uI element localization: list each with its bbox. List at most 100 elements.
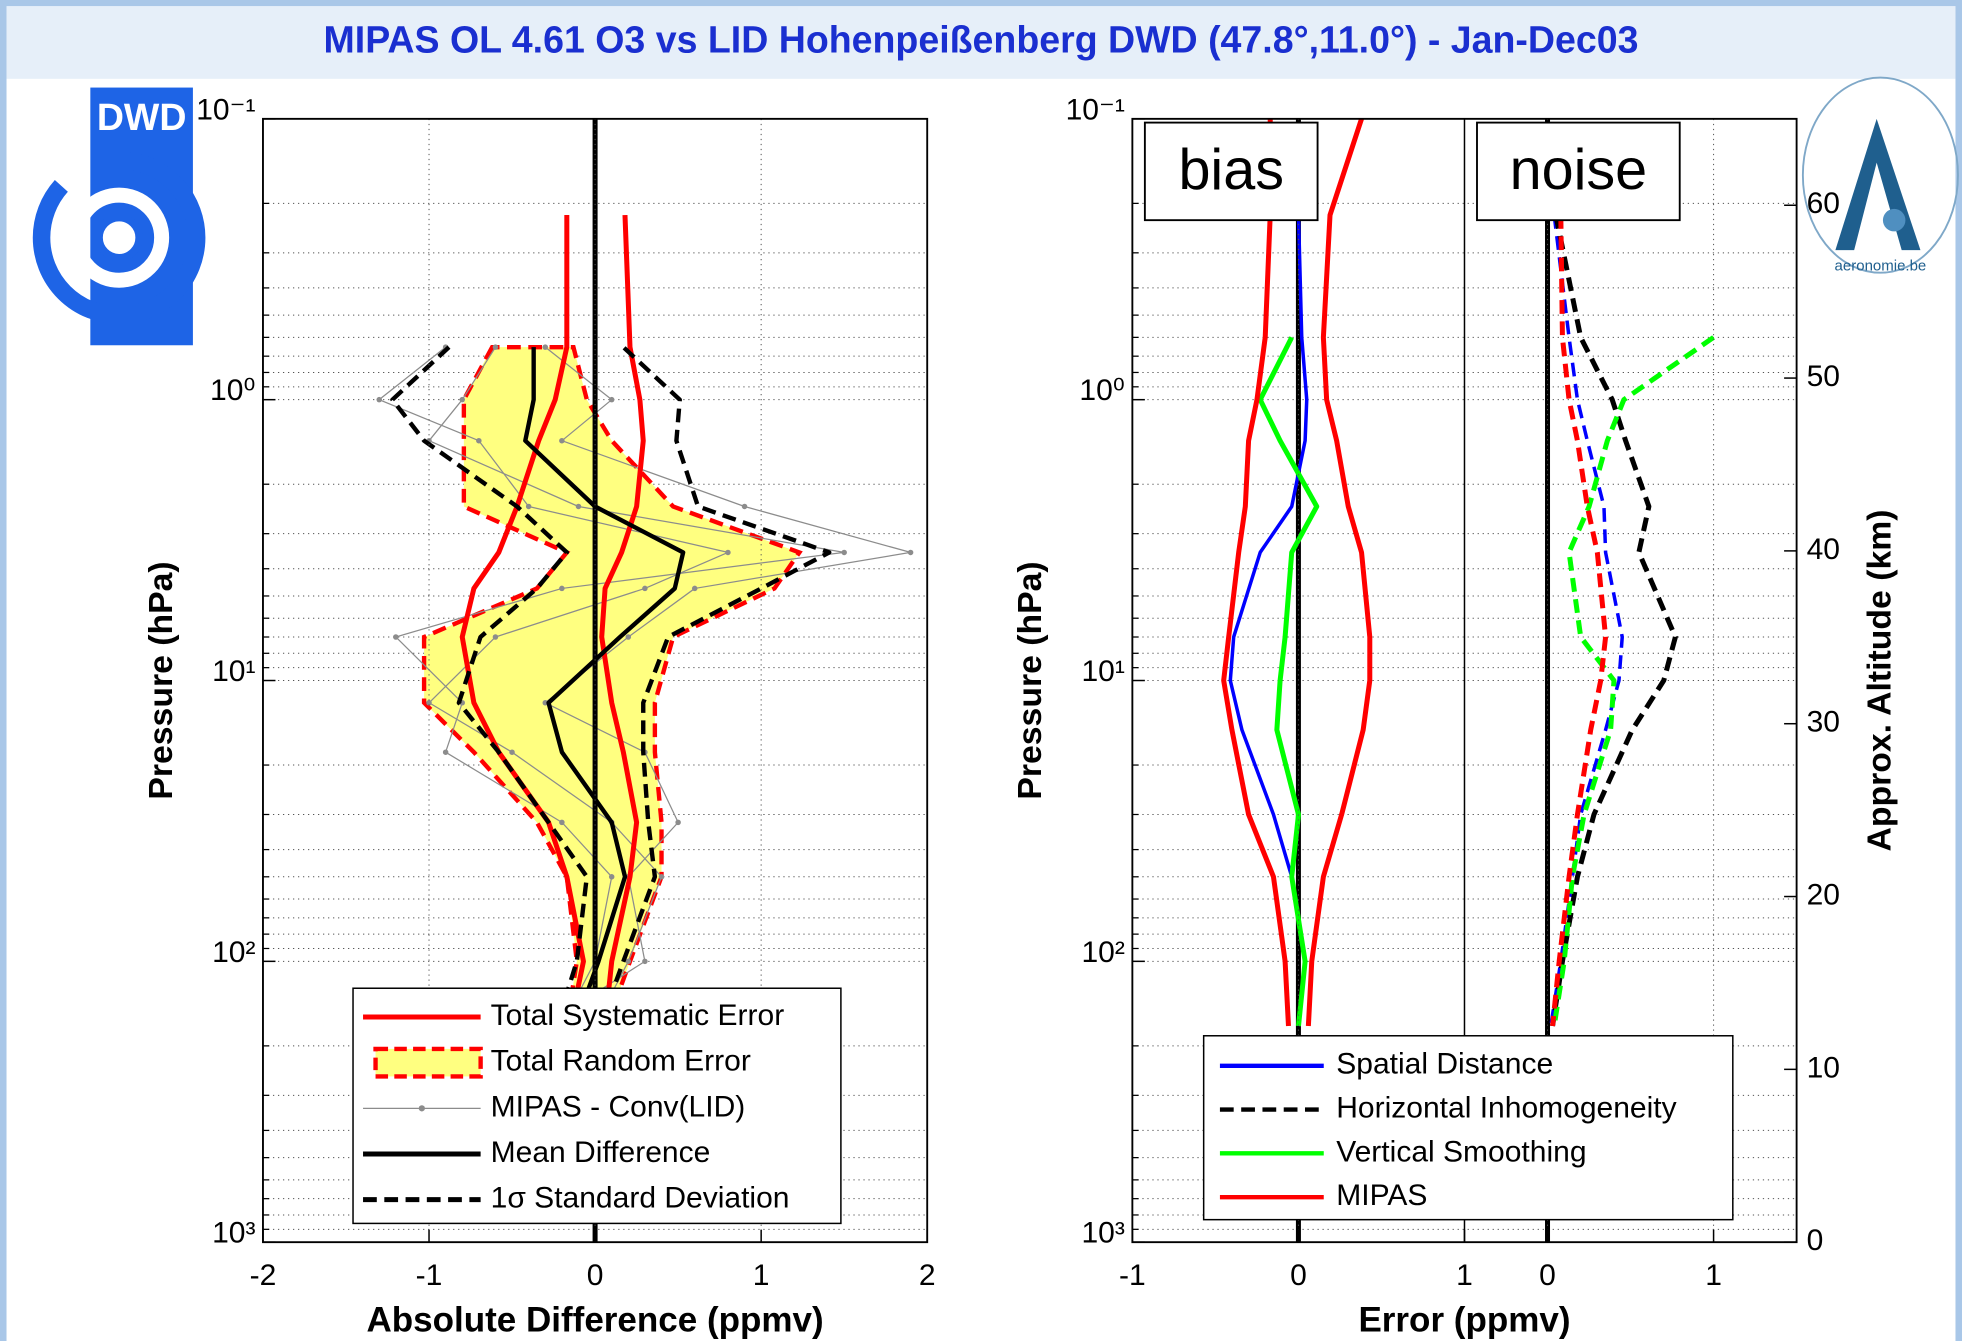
legend-label: Total Random Error (491, 1045, 751, 1078)
y-tick-label: 10¹ (212, 655, 255, 688)
profile-point (725, 549, 731, 556)
y-tick-label: 10³ (1081, 1217, 1124, 1250)
axes: 10⁻¹ 10⁰ 10¹ 10² 10³ Pressure (hPa) Absolute D… (142, 93, 936, 1339)
panel-label: bias (1178, 138, 1284, 202)
y2-tick-label: 0 (1807, 1224, 1824, 1257)
panel-label-box (1476, 121, 1681, 222)
y-tick-label: 10⁰ (210, 374, 255, 407)
profile-point (426, 699, 432, 706)
x-tick-label: 1 (1456, 1259, 1473, 1292)
plot-content (1221, 118, 1715, 1243)
y2-tick-label: 10 (1807, 1051, 1840, 1084)
profile-point (741, 503, 748, 510)
logo-text: DWD (97, 96, 187, 138)
profile-point (542, 699, 549, 706)
plot-frame (1131, 117, 1798, 1244)
profile-point (509, 749, 515, 755)
logo-spiral (69, 187, 170, 288)
y-axis-label: Pressure (hPa) (1011, 561, 1049, 799)
series-line (1549, 214, 1624, 1027)
legend-label: Mean Difference (491, 1136, 711, 1169)
axes: 10⁻¹ 10⁰ 10¹ 10² 10³ Pressure (hPa) Error (ppm… (1011, 93, 1898, 1339)
y-tick-label: 10⁰ (1079, 374, 1124, 407)
title-band (6, 6, 1956, 79)
profile-point (658, 874, 665, 880)
y-tick-label: 10⁻¹ (1066, 93, 1125, 126)
legend-label: Horizontal Inhomogeneity (1336, 1092, 1676, 1125)
profile-point (642, 958, 648, 965)
profile-point (691, 585, 698, 592)
logo-spiral (95, 213, 143, 262)
plot-frame (262, 117, 929, 1244)
x-tick-label: 0 (1290, 1259, 1307, 1292)
legend-label: Vertical Smoothing (1336, 1135, 1586, 1168)
series-line (523, 347, 686, 995)
profile-point (442, 749, 449, 755)
profile-point (393, 634, 399, 640)
series-line (1550, 215, 1609, 1027)
x-tick-label: -1 (1119, 1259, 1146, 1292)
figure-title: MIPAS OL 4.61 O3 vs LID Hohenpeißenberg … (324, 18, 1639, 60)
x-tick-label: -2 (250, 1259, 277, 1292)
y-tick-label: 10² (212, 936, 255, 969)
x-tick-label: 1 (1705, 1259, 1722, 1292)
x-axis-label: Error (ppmv) (1358, 1300, 1570, 1339)
legend-label: Spatial Distance (1336, 1048, 1553, 1081)
legend-label: 1σ Standard Deviation (491, 1182, 790, 1215)
y-tick-label: 10³ (212, 1217, 255, 1250)
profile-point (642, 585, 648, 592)
series-line (459, 215, 586, 994)
series-line (1257, 336, 1320, 1027)
profile-point (625, 634, 632, 640)
profile-point (625, 958, 632, 965)
profile-point (559, 437, 565, 444)
legend-label: MIPAS - Conv(LID) (491, 1090, 746, 1123)
series-line (1221, 118, 1291, 1027)
profile-point (608, 874, 615, 880)
series-line (599, 214, 646, 994)
logo-orbit (1801, 76, 1959, 274)
logo-spiral (32, 151, 206, 324)
x-tick-label: -1 (416, 1259, 443, 1292)
dwd-logo: DWD (32, 87, 206, 346)
profile-point (608, 396, 615, 403)
aeronomie-logo: aeronomie.be (1801, 76, 1959, 274)
logo-dot (1882, 208, 1906, 232)
profile-point (907, 549, 914, 556)
series-line (1551, 335, 1715, 1027)
x-axis-label: Absolute Difference (ppmv) (366, 1300, 823, 1339)
y2-tick-label: 20 (1807, 878, 1840, 911)
panel-label: noise (1510, 138, 1648, 202)
profile-point (492, 634, 499, 640)
legend-label: Total Systematic Error (491, 999, 785, 1032)
profile-point (559, 585, 565, 592)
y-axis-label: Pressure (hPa) (142, 561, 180, 799)
series-line (1305, 118, 1373, 1027)
legend-label: MIPAS (1336, 1179, 1427, 1212)
legend: Spatial Distance Horizontal Inhomogeneity… (1202, 1035, 1734, 1221)
y-tick-label: 10¹ (1081, 655, 1124, 688)
y2-tick-label: 60 (1807, 187, 1840, 220)
profile-point (559, 819, 565, 826)
profile-point (476, 437, 482, 444)
panel-label-box (1143, 121, 1319, 222)
profile-point (841, 549, 847, 556)
y2-tick-label: 30 (1807, 706, 1840, 739)
x-tick-label: 1 (753, 1259, 770, 1292)
legend-swatch (373, 1046, 483, 1079)
profile-point (575, 503, 582, 510)
profile-point (675, 819, 681, 826)
y2-axis-label: Approx. Altitude (km) (1861, 509, 1899, 851)
profile-point (542, 344, 549, 350)
x-tick-label: 0 (587, 1259, 604, 1292)
series-line (1550, 214, 1678, 1027)
profile-point (376, 396, 382, 403)
y2-tick-label: 50 (1807, 360, 1840, 393)
y-tick-label: 10⁻¹ (196, 93, 255, 126)
profile-point (492, 344, 499, 350)
legend-swatch-marker (418, 1105, 425, 1112)
y-tick-label: 10² (1081, 936, 1124, 969)
x-tick-label: 2 (919, 1259, 936, 1292)
